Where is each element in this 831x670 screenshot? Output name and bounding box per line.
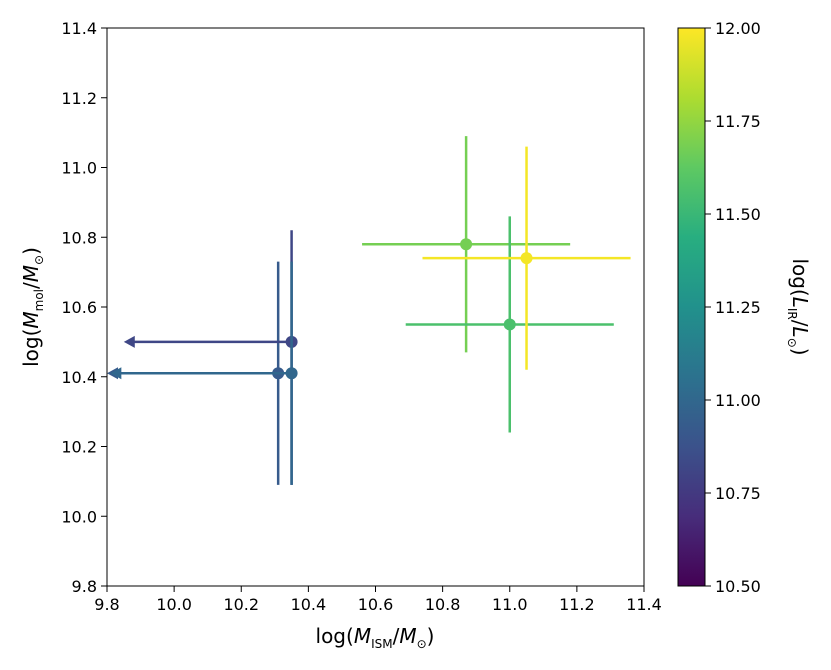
data-marks [107,136,631,485]
x-tick-label: 10.0 [156,595,192,614]
y-tick-label: 10.2 [61,438,97,457]
y-axis: 9.8 10.0 10.2 10.4 10.6 10.8 11.0 11.2 11.4 [61,19,107,596]
x-tick-label: 10.4 [291,595,327,614]
plot-frame [106,27,645,587]
x-tick-label: 11.0 [492,595,528,614]
colorbar-tick-label: 11.25 [715,298,761,317]
y-tick-label: 10.8 [61,228,97,247]
y-tick-label: 10.6 [61,298,97,317]
x-axis: 9.8 10.0 10.2 10.4 10.6 10.8 11.0 11.2 11.4 [94,586,662,614]
data-point [460,238,473,251]
data-point [285,367,298,380]
colorbar-tick-label: 11.00 [715,391,761,410]
colorbar [677,27,706,587]
x-tick-label: 9.8 [94,595,119,614]
colorbar-axis: 10.50 10.75 11.00 11.25 11.50 11.75 12.00 [705,19,761,596]
x-tick-label: 10.6 [358,595,394,614]
colorbar-label: log(LIR/L⊙) [785,258,812,355]
y-tick-label: 11.0 [61,159,97,178]
y-tick-label: 11.2 [61,89,97,108]
y-tick-label: 9.8 [72,577,97,596]
data-point [503,318,516,331]
x-tick-label: 10.2 [223,595,259,614]
upper-limit-arrowhead [123,335,135,348]
y-tick-label: 10.4 [61,368,97,387]
x-tick-label: 11.2 [559,595,595,614]
y-tick-label: 11.4 [61,19,97,38]
x-tick-label: 10.8 [425,595,461,614]
y-axis-label: log(Mmol/M⊙) [19,247,46,367]
colorbar-tick-label: 12.00 [715,19,761,38]
upper-limit-arrowhead [110,367,122,380]
data-point [520,252,533,265]
colorbar-tick-label: 10.75 [715,484,761,503]
x-axis-label: log(MISM/M⊙) [316,624,435,651]
colorbar-tick-label: 11.75 [715,112,761,131]
y-tick-label: 10.0 [61,507,97,526]
colorbar-tick-label: 11.50 [715,205,761,224]
colorbar-tick-label: 10.50 [715,577,761,596]
x-tick-label: 11.4 [626,595,662,614]
